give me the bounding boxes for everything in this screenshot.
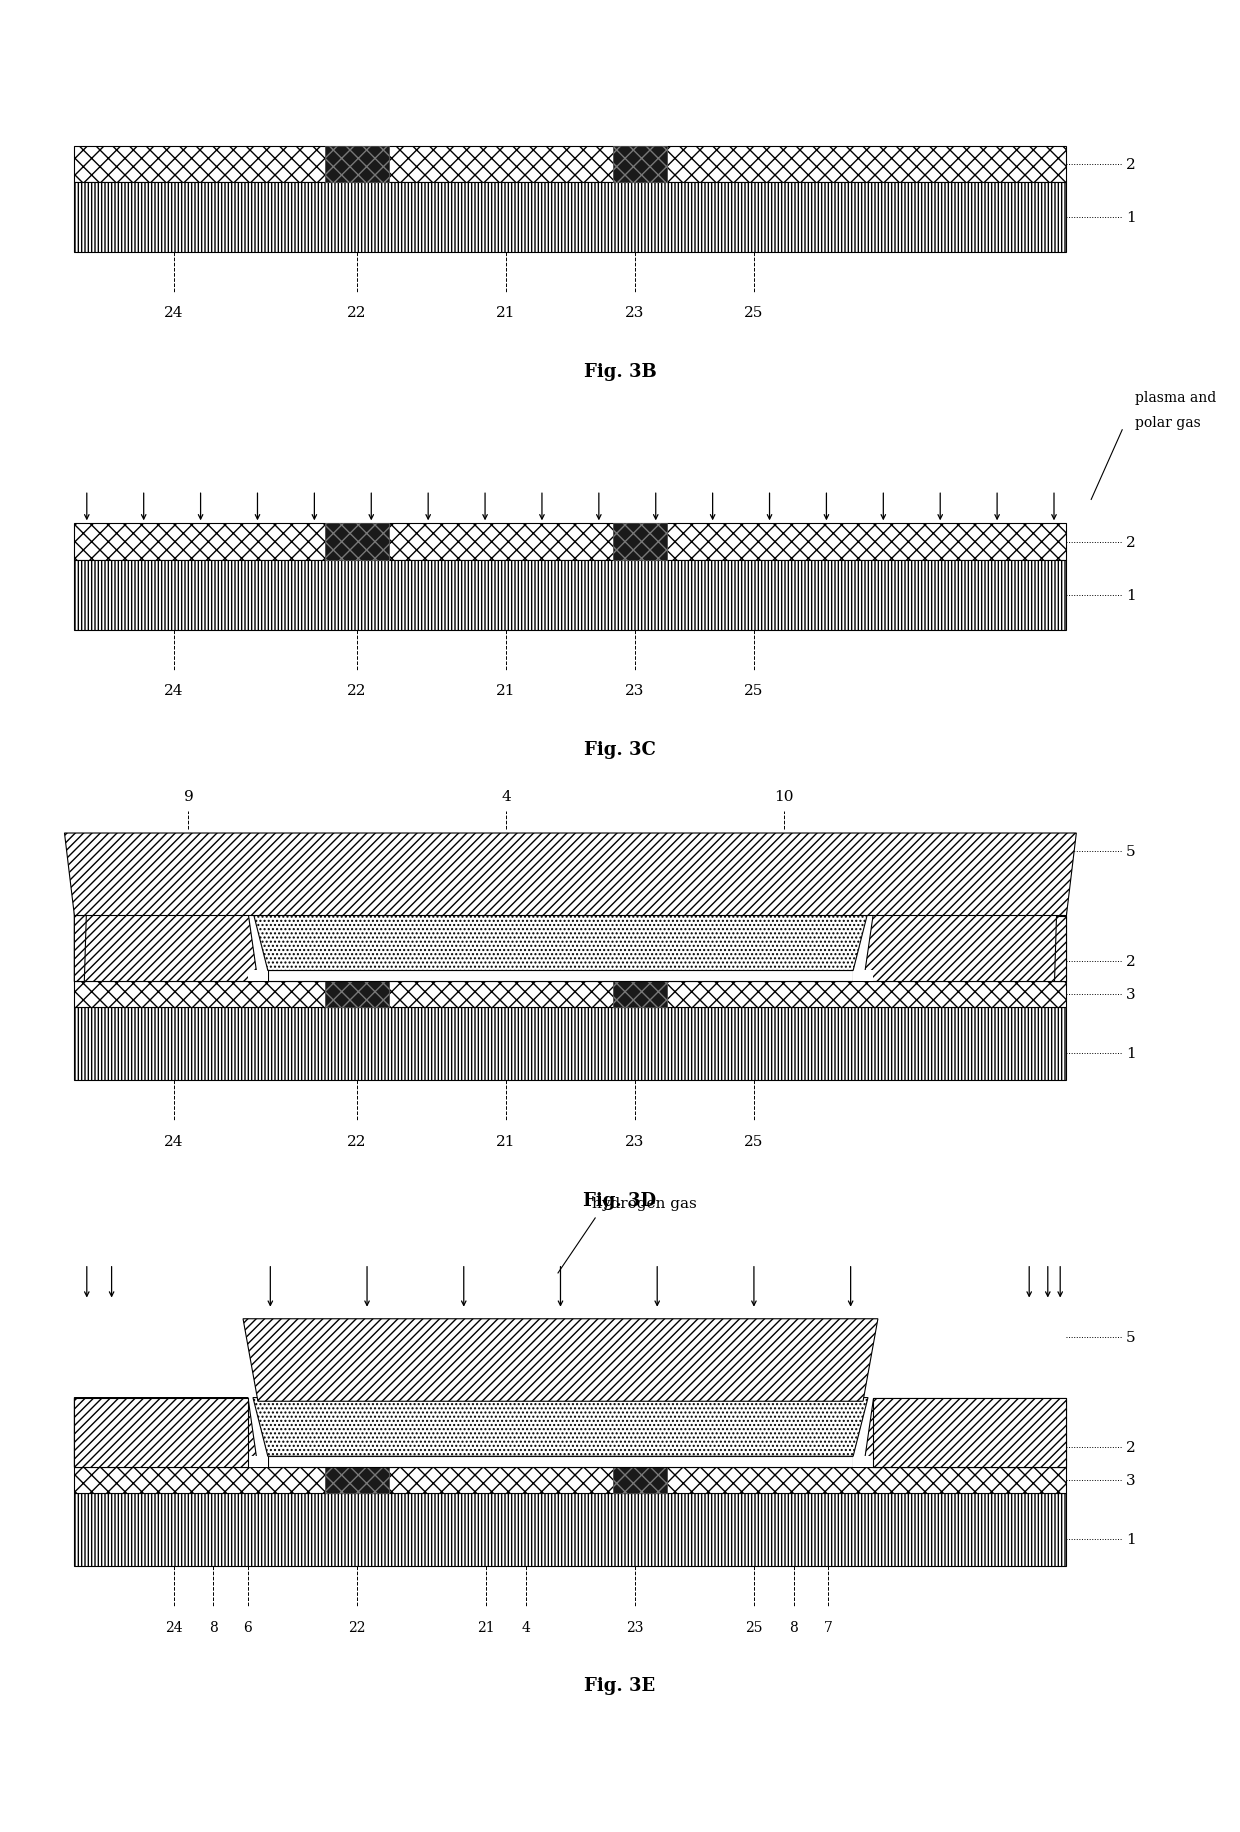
Bar: [853, 971, 873, 982]
Bar: [613, 1467, 667, 1493]
Text: 8: 8: [789, 1619, 799, 1634]
Bar: [74, 982, 1066, 1008]
Polygon shape: [863, 1398, 1066, 1467]
Bar: [613, 147, 667, 183]
Bar: [325, 1467, 389, 1493]
Bar: [248, 971, 268, 982]
Text: 24: 24: [165, 1619, 182, 1634]
Bar: [74, 183, 1066, 253]
Text: 2: 2: [1126, 535, 1136, 550]
Text: 21: 21: [496, 1134, 516, 1149]
Bar: [74, 147, 1066, 183]
Text: Fig. 3C: Fig. 3C: [584, 740, 656, 758]
Text: 4: 4: [501, 790, 511, 804]
Bar: [325, 982, 389, 1008]
Bar: [74, 561, 1066, 630]
Text: 23: 23: [626, 1619, 644, 1634]
Polygon shape: [74, 916, 87, 982]
Text: 22: 22: [347, 306, 367, 321]
Bar: [74, 1008, 1066, 1081]
Bar: [613, 982, 667, 1008]
Bar: [325, 147, 389, 183]
Text: polar gas: polar gas: [1135, 416, 1200, 431]
Text: 3: 3: [1126, 1473, 1136, 1488]
Bar: [268, 971, 853, 982]
Text: 1: 1: [1126, 1532, 1136, 1546]
Text: Fig. 3B: Fig. 3B: [584, 363, 656, 381]
Text: 8: 8: [208, 1619, 218, 1634]
Text: 23: 23: [625, 683, 645, 698]
Bar: [74, 524, 1066, 561]
Text: 21: 21: [477, 1619, 495, 1634]
Polygon shape: [243, 1319, 878, 1401]
Text: 23: 23: [625, 306, 645, 321]
Bar: [74, 1398, 248, 1467]
Polygon shape: [1054, 916, 1066, 982]
Polygon shape: [253, 1398, 868, 1456]
Text: 22: 22: [348, 1619, 366, 1634]
Polygon shape: [74, 912, 258, 982]
Text: 1: 1: [1126, 588, 1136, 603]
Text: 1: 1: [1126, 1046, 1136, 1061]
Text: 2: 2: [1126, 954, 1136, 969]
Bar: [325, 147, 389, 183]
Text: 6: 6: [243, 1619, 253, 1634]
Text: 10: 10: [774, 790, 794, 804]
Bar: [853, 1456, 873, 1467]
Bar: [613, 524, 667, 561]
Text: 24: 24: [164, 1134, 184, 1149]
Text: 22: 22: [347, 683, 367, 698]
Bar: [325, 524, 389, 561]
Bar: [325, 982, 389, 1008]
Text: 5: 5: [1126, 1330, 1136, 1345]
Bar: [613, 982, 667, 1008]
Polygon shape: [863, 912, 1066, 982]
Text: Fig. 3E: Fig. 3E: [584, 1676, 656, 1695]
Text: 23: 23: [625, 1134, 645, 1149]
Text: hydrogen gas: hydrogen gas: [593, 1196, 697, 1211]
Text: 25: 25: [744, 1134, 764, 1149]
Text: 2: 2: [1126, 1440, 1136, 1455]
Bar: [268, 1456, 853, 1467]
Text: 5: 5: [1126, 845, 1136, 859]
Text: 25: 25: [744, 683, 764, 698]
Polygon shape: [74, 1398, 258, 1467]
Bar: [613, 1467, 667, 1493]
Text: 1: 1: [1126, 211, 1136, 225]
Bar: [325, 1467, 389, 1493]
Bar: [613, 147, 667, 183]
Text: 21: 21: [496, 683, 516, 698]
Text: 4: 4: [521, 1619, 531, 1634]
Text: 21: 21: [496, 306, 516, 321]
Bar: [613, 524, 667, 561]
Bar: [325, 524, 389, 561]
Bar: [74, 1493, 1066, 1566]
Text: 2: 2: [1126, 158, 1136, 172]
Polygon shape: [253, 912, 868, 971]
Text: 24: 24: [164, 683, 184, 698]
Polygon shape: [64, 834, 1076, 916]
Text: 22: 22: [347, 1134, 367, 1149]
Text: 25: 25: [744, 306, 764, 321]
Text: 25: 25: [745, 1619, 763, 1634]
Text: Fig. 3D: Fig. 3D: [584, 1191, 656, 1209]
Bar: [74, 1467, 1066, 1493]
Bar: [248, 1456, 268, 1467]
Text: 7: 7: [823, 1619, 833, 1634]
Bar: [873, 1398, 1066, 1467]
Text: 9: 9: [184, 790, 193, 804]
Text: 3: 3: [1126, 987, 1136, 1002]
Text: 24: 24: [164, 306, 184, 321]
Text: plasma and: plasma and: [1135, 390, 1216, 405]
